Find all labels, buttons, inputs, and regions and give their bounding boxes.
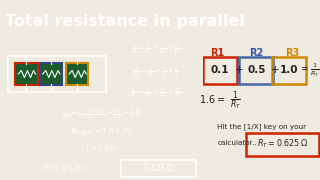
Text: Hit the [1/X] key on your: Hit the [1/X] key on your (217, 123, 306, 130)
Text: $\frac{1}{R_T}=\frac{1+5+10}{10}=\frac{16}{10}=1.6$: $\frac{1}{R_T}=\frac{1+5+10}{10}=\frac{1… (61, 107, 142, 123)
Text: $1=1.6R_T$: $1=1.6R_T$ (84, 144, 119, 154)
Text: +: + (235, 66, 243, 75)
FancyBboxPatch shape (15, 63, 37, 85)
Text: Total resistance in parallel: Total resistance in parallel (5, 14, 245, 29)
Text: $\frac{1}{R_T}=\frac{1}{10}+\frac{1}{2}+\frac{1}{1}$: $\frac{1}{R_T}=\frac{1}{10}+\frac{1}{2}+… (133, 65, 180, 80)
Text: 0.1: 0.1 (211, 66, 229, 75)
Text: $\frac{1}{R_T}=\frac{1}{R_1}+\frac{1}{R_2}+\frac{1}{R_3}$: $\frac{1}{R_T}=\frac{1}{R_1}+\frac{1}{R_… (131, 42, 182, 57)
FancyBboxPatch shape (40, 63, 62, 85)
Text: 0.5: 0.5 (247, 66, 266, 75)
Text: calculator..: calculator.. (217, 140, 257, 146)
Text: $R_T=0.625\,\Omega$: $R_T=0.625\,\Omega$ (257, 138, 308, 150)
Text: $\frac{1}{R_T}$: $\frac{1}{R_T}$ (230, 89, 241, 112)
Text: $RT=1/1.6=$: $RT=1/1.6=$ (42, 163, 88, 173)
Text: +: + (271, 66, 279, 75)
Text: $\frac{1}{R_T}=\frac{1}{10}+\frac{5}{10}+\frac{10}{10}$: $\frac{1}{R_T}=\frac{1}{10}+\frac{5}{10}… (131, 86, 182, 101)
Text: $R_T\left(\frac{1}{R_T}\right)=1.6\times R_T$: $R_T\left(\frac{1}{R_T}\right)=1.6\times… (71, 126, 132, 141)
Text: 1.0: 1.0 (280, 66, 298, 75)
Text: $=\frac{1}{R_T}$: $=\frac{1}{R_T}$ (299, 62, 320, 79)
Text: R2: R2 (249, 48, 263, 58)
Text: $0.625\,\Omega$: $0.625\,\Omega$ (143, 163, 174, 174)
Text: $1.6=$: $1.6=$ (199, 93, 226, 105)
FancyBboxPatch shape (66, 63, 88, 85)
Text: R1: R1 (210, 48, 224, 58)
Text: R3: R3 (285, 48, 299, 58)
